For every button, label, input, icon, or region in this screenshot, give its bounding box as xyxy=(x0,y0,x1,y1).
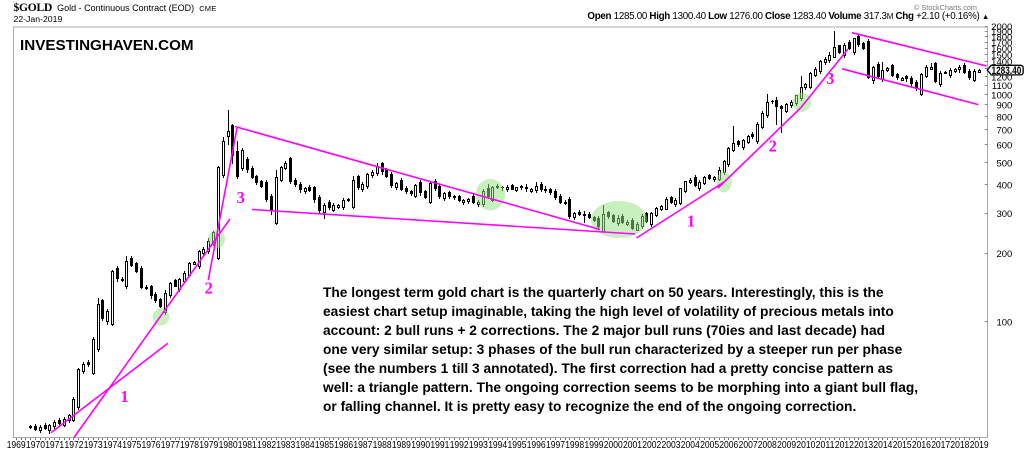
svg-text:1990: 1990 xyxy=(411,440,430,451)
svg-text:2018: 2018 xyxy=(950,440,969,451)
svg-text:1970: 1970 xyxy=(26,440,45,451)
svg-text:1500: 1500 xyxy=(991,50,1012,61)
svg-text:2000: 2000 xyxy=(991,22,1012,33)
svg-text:1283.40: 1283.40 xyxy=(992,65,1022,77)
svg-text:600: 600 xyxy=(996,141,1012,152)
svg-text:1971: 1971 xyxy=(45,440,64,451)
svg-text:1978: 1978 xyxy=(180,440,199,451)
svg-text:300: 300 xyxy=(996,209,1012,220)
svg-text:1100: 1100 xyxy=(992,81,1012,92)
svg-text:2009: 2009 xyxy=(777,440,796,451)
svg-text:1980: 1980 xyxy=(219,440,238,451)
svg-text:1983: 1983 xyxy=(276,440,295,451)
svg-text:1996: 1996 xyxy=(527,440,546,451)
svg-text:200: 200 xyxy=(996,249,1012,260)
svg-text:1973: 1973 xyxy=(84,440,103,451)
svg-text:2005: 2005 xyxy=(700,440,719,451)
svg-text:1700: 1700 xyxy=(991,38,1012,49)
svg-text:3: 3 xyxy=(826,69,834,88)
svg-text:1997: 1997 xyxy=(546,440,565,451)
svg-text:1981: 1981 xyxy=(238,440,257,451)
svg-text:1400: 1400 xyxy=(991,57,1012,68)
svg-text:2014: 2014 xyxy=(873,440,892,451)
svg-text:1987: 1987 xyxy=(353,440,372,451)
svg-text:2004: 2004 xyxy=(681,440,700,451)
svg-text:1982: 1982 xyxy=(257,440,276,451)
svg-text:400: 400 xyxy=(996,181,1012,192)
svg-text:900: 900 xyxy=(996,101,1012,112)
svg-text:1975: 1975 xyxy=(122,440,141,451)
svg-text:1992: 1992 xyxy=(450,440,469,451)
svg-text:800: 800 xyxy=(996,112,1012,123)
svg-text:1800: 1800 xyxy=(991,32,1012,43)
svg-text:1200: 1200 xyxy=(991,72,1012,83)
svg-text:2017: 2017 xyxy=(931,440,950,451)
svg-text:1979: 1979 xyxy=(199,440,218,451)
svg-text:500: 500 xyxy=(996,159,1012,170)
svg-text:2011: 2011 xyxy=(816,440,835,451)
svg-text:1977: 1977 xyxy=(161,440,180,451)
svg-text:1969: 1969 xyxy=(7,440,26,451)
svg-text:3: 3 xyxy=(237,188,245,207)
svg-text:1600: 1600 xyxy=(991,44,1012,55)
svg-text:100: 100 xyxy=(996,317,1012,328)
svg-text:1974: 1974 xyxy=(103,440,122,451)
svg-text:1999: 1999 xyxy=(585,440,604,451)
svg-text:1: 1 xyxy=(687,212,695,231)
svg-text:1994: 1994 xyxy=(488,440,507,451)
svg-text:2000: 2000 xyxy=(604,440,623,451)
svg-text:1989: 1989 xyxy=(392,440,411,451)
svg-text:1984: 1984 xyxy=(296,440,315,451)
svg-text:1985: 1985 xyxy=(315,440,334,451)
svg-text:1900: 1900 xyxy=(991,27,1012,38)
svg-text:2010: 2010 xyxy=(796,440,815,451)
svg-text:2: 2 xyxy=(769,137,777,156)
svg-text:2013: 2013 xyxy=(854,440,873,451)
svg-text:2019: 2019 xyxy=(970,440,989,451)
svg-text:2008: 2008 xyxy=(758,440,777,451)
svg-text:1995: 1995 xyxy=(508,440,527,451)
svg-text:1998: 1998 xyxy=(565,440,584,451)
svg-text:1991: 1991 xyxy=(430,440,449,451)
svg-text:2016: 2016 xyxy=(912,440,931,451)
svg-text:1993: 1993 xyxy=(469,440,488,451)
svg-text:2012: 2012 xyxy=(835,440,854,451)
svg-text:2007: 2007 xyxy=(739,440,758,451)
svg-text:1988: 1988 xyxy=(373,440,392,451)
svg-text:2015: 2015 xyxy=(893,440,912,451)
svg-text:1972: 1972 xyxy=(65,440,84,451)
svg-text:2: 2 xyxy=(205,279,213,298)
svg-text:1986: 1986 xyxy=(334,440,353,451)
svg-text:1: 1 xyxy=(120,387,128,406)
svg-text:2001: 2001 xyxy=(623,440,642,451)
svg-text:2003: 2003 xyxy=(662,440,681,451)
svg-text:1000: 1000 xyxy=(991,90,1012,101)
svg-text:700: 700 xyxy=(996,126,1012,137)
svg-text:2006: 2006 xyxy=(719,440,738,451)
svg-text:2002: 2002 xyxy=(642,440,661,451)
svg-text:1976: 1976 xyxy=(142,440,161,451)
